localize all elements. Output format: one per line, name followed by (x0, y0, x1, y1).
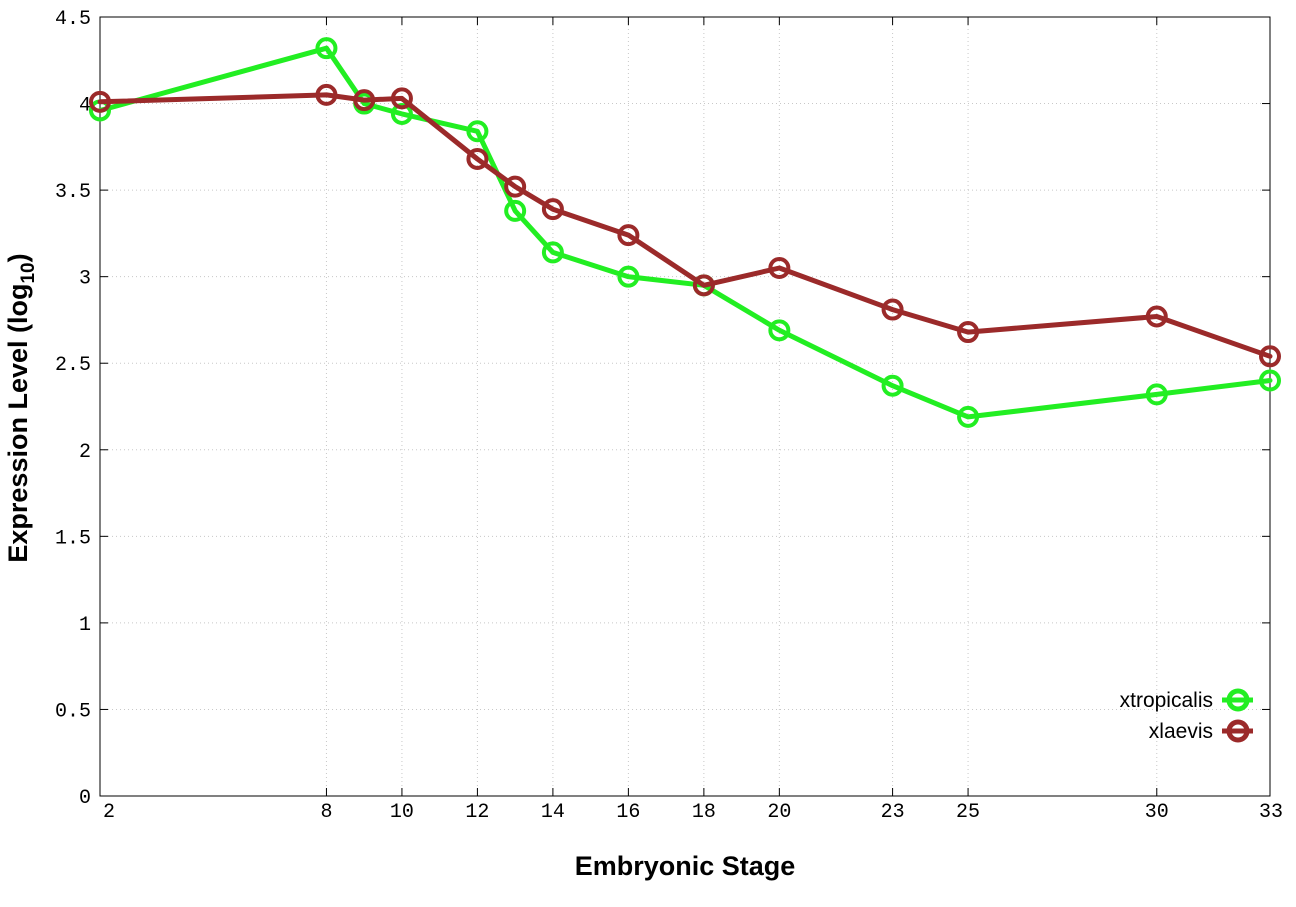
x-tick-label: 10 (390, 801, 414, 824)
data-point-xtropicalis (1145, 383, 1168, 406)
y-tick-label: 0.5 (55, 700, 91, 723)
y-tick-label: 1.5 (55, 527, 91, 550)
y-tick-label: 3 (79, 268, 91, 291)
legend-marker-xlaevis (1226, 719, 1250, 743)
y-tick-label: 3.5 (55, 181, 91, 204)
data-point-xlaevis (504, 175, 527, 198)
y-tick-label: 0 (79, 787, 91, 810)
data-point-xlaevis (768, 257, 791, 280)
data-point-xlaevis (1259, 345, 1281, 368)
data-point-xtropicalis (768, 319, 791, 342)
y-tick-label: 4 (79, 95, 91, 118)
axis-ticks: 0 0.5 1 1.5 2 2.5 3 3.5 4 4.5 2 8 10 12 14 16 18 20 23 25 30… (55, 8, 1283, 824)
x-tick-label: 18 (692, 801, 716, 824)
data-point-xtropicalis (1259, 369, 1281, 392)
x-tick-label: 20 (767, 801, 791, 824)
x-tick-label: 23 (881, 801, 905, 824)
legend-marker-xtropicalis (1226, 688, 1250, 712)
data-point-xlaevis (353, 89, 376, 112)
series-line-xlaevis (97, 92, 1273, 359)
legend: xtropicalis xlaevis (1120, 688, 1253, 743)
data-point-xtropicalis (390, 102, 413, 125)
data-point-xtropicalis (541, 241, 564, 264)
data-point-xlaevis (692, 274, 715, 297)
y-axis-title-main: Expression Level (log (3, 284, 33, 563)
data-point-xlaevis (466, 147, 489, 170)
x-tick-label: 2 (103, 801, 115, 824)
data-point-xtropicalis (617, 265, 640, 288)
grid (100, 17, 1270, 796)
data-point-xlaevis (1145, 305, 1168, 328)
x-tick-label: 14 (541, 801, 565, 824)
data-point-xlaevis (315, 83, 338, 106)
x-tick-label: 8 (320, 801, 332, 824)
y-tick-label: 2.5 (55, 354, 91, 377)
data-point-xlaevis (617, 224, 640, 247)
plot-frame (99, 16, 1271, 797)
x-tick-label: 12 (465, 801, 489, 824)
x-tick-label: 30 (1145, 801, 1169, 824)
y-tick-label: 4.5 (55, 8, 91, 31)
x-tick-label: 16 (616, 801, 640, 824)
data-point-xtropicalis (881, 374, 904, 397)
y-tick-label: 1 (79, 614, 91, 637)
y-axis-title-subscript: 10 (18, 262, 39, 283)
data-point-xlaevis (390, 87, 413, 110)
data-point-xtropicalis (957, 405, 980, 428)
data-point-xtropicalis (466, 120, 489, 143)
data-point-xtropicalis (504, 199, 527, 222)
y-axis-title: Expression Level (log10) (3, 253, 39, 562)
data-point-xlaevis (89, 90, 111, 113)
x-axis-title: Embryonic Stage (575, 851, 796, 881)
data-point-xlaevis (881, 298, 904, 321)
data-point-xtropicalis (315, 37, 338, 60)
data-point-xlaevis (957, 321, 980, 344)
x-tick-label: 25 (956, 801, 980, 824)
y-axis-title-suffix: ) (3, 253, 33, 262)
x-tick-label: 33 (1259, 801, 1283, 824)
series-layer (89, 37, 1281, 428)
legend-label-xlaevis: xlaevis (1149, 720, 1213, 743)
data-point-xlaevis (541, 198, 564, 221)
y-tick-label: 2 (79, 441, 91, 464)
legend-label-xtropicalis: xtropicalis (1120, 689, 1213, 712)
